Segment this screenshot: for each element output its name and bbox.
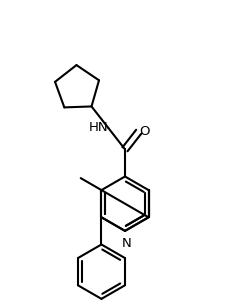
Text: O: O	[140, 125, 150, 138]
Text: N: N	[121, 237, 131, 250]
Text: HN: HN	[89, 121, 109, 134]
